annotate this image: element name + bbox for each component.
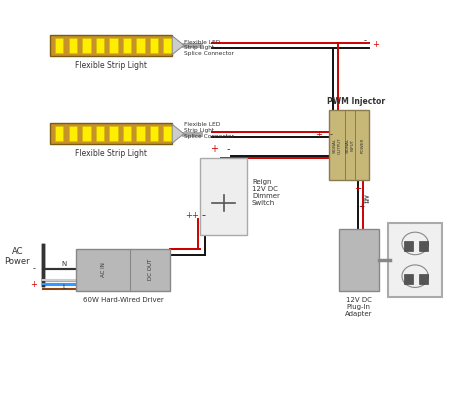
Text: Reign
12V DC
Dimmer
Switch: Reign 12V DC Dimmer Switch — [252, 179, 280, 206]
Bar — [123, 38, 131, 53]
Polygon shape — [172, 124, 184, 143]
Bar — [50, 123, 172, 144]
Bar — [96, 126, 104, 141]
Bar — [419, 241, 428, 251]
Text: Flexible Strip Light: Flexible Strip Light — [75, 149, 147, 158]
Bar — [339, 229, 379, 291]
Bar — [404, 241, 413, 251]
Text: -: - — [329, 130, 332, 139]
Text: 12V: 12V — [365, 194, 370, 203]
Bar — [69, 126, 77, 141]
Text: +: + — [210, 144, 219, 154]
Text: +: + — [185, 211, 192, 220]
Text: +: + — [191, 211, 198, 220]
Bar — [404, 273, 413, 283]
Bar — [137, 38, 145, 53]
Text: -: - — [32, 264, 35, 273]
Circle shape — [402, 265, 428, 288]
Bar — [150, 126, 158, 141]
Bar — [164, 126, 172, 141]
Text: +: + — [358, 202, 364, 211]
Text: +: + — [30, 280, 37, 290]
Bar — [201, 158, 247, 234]
Text: -: - — [359, 184, 362, 194]
Text: -: - — [359, 202, 362, 211]
Text: DC OUT: DC OUT — [147, 259, 153, 281]
Text: AC IN: AC IN — [100, 262, 106, 277]
Bar — [388, 223, 442, 297]
Text: POWER: POWER — [360, 137, 364, 153]
Bar — [55, 126, 64, 141]
Bar — [419, 273, 428, 283]
Bar — [164, 38, 172, 53]
Bar — [96, 38, 104, 53]
Text: Flexible LED
Strip Light
Splice Connector: Flexible LED Strip Light Splice Connecto… — [184, 40, 234, 56]
Text: L: L — [62, 284, 66, 290]
Text: +: + — [355, 184, 361, 194]
Text: SIGNAL
OUTPUT: SIGNAL OUTPUT — [333, 137, 341, 153]
Text: -: - — [364, 36, 367, 45]
Bar — [82, 38, 91, 53]
Text: Flexible Strip Light: Flexible Strip Light — [75, 60, 147, 70]
Text: Flexible LED
Strip Light
Splice Connector: Flexible LED Strip Light Splice Connecto… — [184, 122, 234, 139]
Bar — [150, 38, 158, 53]
Bar — [69, 38, 77, 53]
Bar — [109, 38, 118, 53]
Text: 12V DC
Plug-In
Adapter: 12V DC Plug-In Adapter — [345, 297, 373, 317]
Bar — [137, 126, 145, 141]
Bar — [50, 35, 172, 56]
Text: +: + — [372, 40, 379, 49]
Text: SIGNAL
INPUT: SIGNAL INPUT — [346, 138, 354, 153]
Bar — [123, 126, 131, 141]
Text: -: - — [203, 211, 206, 220]
Text: 12V: 12V — [365, 194, 370, 203]
Text: AC
Power: AC Power — [4, 247, 30, 266]
Text: +: + — [316, 130, 322, 139]
Text: N: N — [62, 261, 67, 266]
Text: 60W Hard-Wired Driver: 60W Hard-Wired Driver — [82, 297, 163, 303]
Bar — [55, 38, 64, 53]
Bar — [82, 126, 91, 141]
Bar — [329, 110, 369, 180]
Bar — [76, 249, 170, 291]
Circle shape — [402, 232, 428, 255]
Polygon shape — [172, 36, 184, 55]
Bar — [109, 126, 118, 141]
Text: -: - — [227, 144, 230, 154]
Text: -: - — [201, 211, 204, 220]
Text: PWM Injector: PWM Injector — [327, 97, 385, 106]
